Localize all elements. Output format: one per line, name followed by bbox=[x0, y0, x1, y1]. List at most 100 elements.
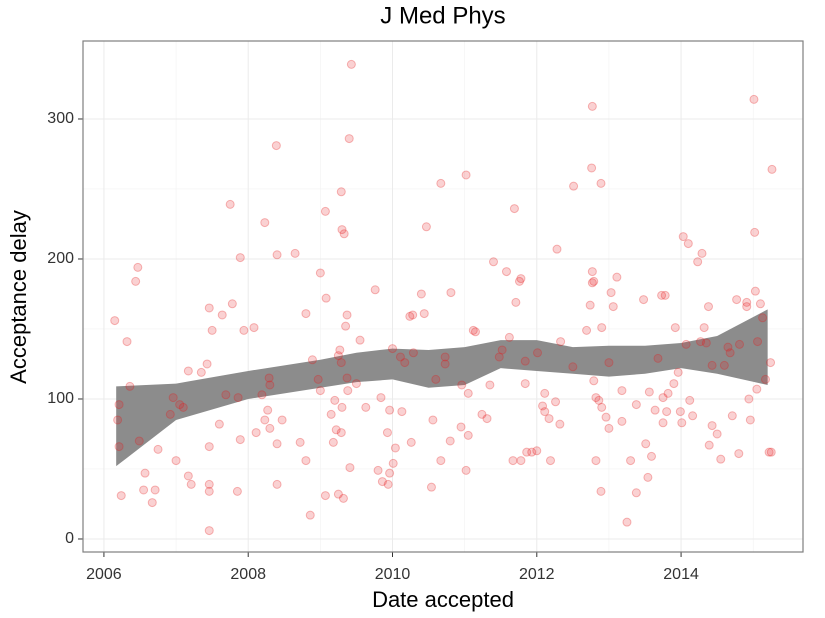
point bbox=[168, 393, 178, 403]
point bbox=[673, 367, 683, 377]
x-tick-label: 2012 bbox=[519, 566, 555, 583]
point bbox=[650, 405, 660, 415]
point bbox=[693, 257, 703, 267]
point bbox=[440, 359, 450, 369]
point bbox=[355, 335, 365, 345]
point bbox=[540, 388, 550, 398]
point bbox=[520, 379, 530, 389]
point bbox=[346, 59, 356, 69]
point bbox=[239, 325, 249, 335]
point bbox=[669, 379, 679, 389]
point bbox=[675, 407, 685, 417]
point bbox=[125, 381, 135, 391]
point bbox=[703, 302, 713, 312]
point bbox=[385, 405, 395, 415]
point bbox=[587, 267, 597, 277]
point bbox=[260, 218, 270, 228]
point bbox=[489, 257, 499, 267]
point bbox=[122, 337, 132, 347]
point bbox=[342, 373, 352, 383]
point bbox=[532, 446, 542, 456]
point bbox=[175, 400, 185, 410]
point bbox=[734, 449, 744, 459]
point bbox=[589, 276, 599, 286]
point bbox=[321, 293, 331, 303]
x-axis-label: Date accepted bbox=[372, 587, 514, 612]
point bbox=[331, 425, 341, 435]
point bbox=[545, 456, 555, 466]
point bbox=[766, 447, 776, 457]
point bbox=[685, 395, 695, 405]
point bbox=[330, 395, 340, 405]
point bbox=[183, 366, 193, 376]
point bbox=[551, 397, 561, 407]
x-tick-label: 2008 bbox=[230, 566, 266, 583]
point bbox=[520, 356, 530, 366]
point bbox=[501, 267, 511, 277]
point bbox=[383, 479, 393, 489]
point bbox=[699, 323, 709, 333]
point bbox=[251, 428, 261, 438]
point bbox=[461, 170, 471, 180]
point bbox=[617, 416, 627, 426]
point bbox=[445, 436, 455, 446]
point bbox=[606, 288, 616, 298]
y-axis-label: Acceptance delay bbox=[6, 210, 31, 384]
point bbox=[732, 295, 742, 305]
point bbox=[272, 479, 282, 489]
point bbox=[233, 393, 243, 403]
point bbox=[723, 342, 733, 352]
point bbox=[482, 414, 492, 424]
point bbox=[277, 415, 287, 425]
point bbox=[227, 299, 237, 309]
point bbox=[540, 407, 550, 417]
point bbox=[400, 358, 410, 368]
point bbox=[596, 486, 606, 496]
point bbox=[538, 401, 548, 411]
point bbox=[594, 395, 604, 405]
point bbox=[533, 348, 543, 358]
point bbox=[456, 422, 466, 432]
point bbox=[516, 456, 526, 466]
point bbox=[750, 286, 760, 296]
point bbox=[745, 415, 755, 425]
point bbox=[313, 374, 323, 384]
point bbox=[260, 415, 270, 425]
point bbox=[421, 222, 431, 232]
point bbox=[725, 348, 735, 358]
point bbox=[591, 456, 601, 466]
point bbox=[139, 485, 149, 495]
point bbox=[608, 302, 618, 312]
point bbox=[320, 206, 330, 216]
point bbox=[764, 447, 774, 457]
point bbox=[735, 339, 745, 349]
point bbox=[426, 482, 436, 492]
point bbox=[643, 472, 653, 482]
point bbox=[186, 479, 196, 489]
point bbox=[315, 386, 325, 396]
point bbox=[382, 428, 392, 438]
point bbox=[568, 362, 578, 372]
point bbox=[344, 134, 354, 144]
point bbox=[468, 325, 478, 335]
point bbox=[508, 456, 518, 466]
point bbox=[416, 289, 426, 299]
point bbox=[265, 423, 275, 433]
point bbox=[604, 423, 614, 433]
point bbox=[351, 379, 361, 389]
point bbox=[753, 337, 763, 347]
point bbox=[147, 498, 157, 508]
point bbox=[204, 303, 214, 313]
point bbox=[207, 325, 217, 335]
point bbox=[644, 387, 654, 397]
point bbox=[361, 402, 371, 412]
point bbox=[758, 313, 768, 323]
x-tick-label: 2014 bbox=[663, 566, 699, 583]
point bbox=[704, 440, 714, 450]
point bbox=[750, 227, 760, 237]
point bbox=[397, 407, 407, 417]
point bbox=[385, 468, 395, 478]
point bbox=[436, 178, 446, 188]
point bbox=[315, 268, 325, 278]
